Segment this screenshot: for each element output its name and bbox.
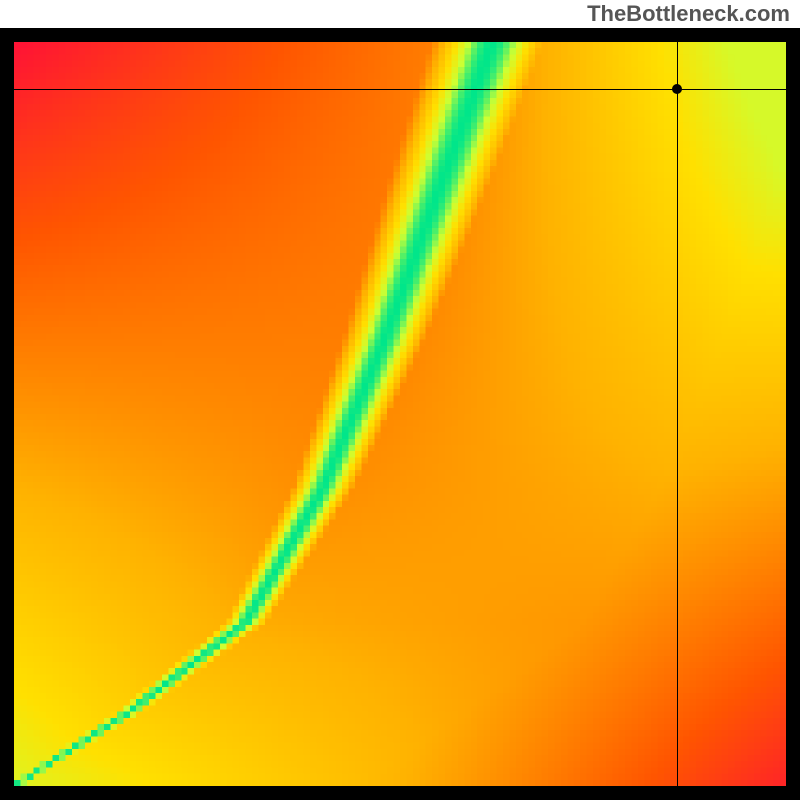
crosshair-horizontal-line bbox=[14, 89, 786, 90]
crosshair-marker-dot bbox=[672, 84, 682, 94]
page: TheBottleneck.com bbox=[0, 0, 800, 800]
attribution-text: TheBottleneck.com bbox=[587, 0, 790, 28]
chart-frame bbox=[0, 28, 800, 800]
crosshair-vertical-line bbox=[677, 42, 678, 786]
heatmap-canvas bbox=[14, 42, 786, 786]
heatmap-plot-area bbox=[14, 42, 786, 786]
